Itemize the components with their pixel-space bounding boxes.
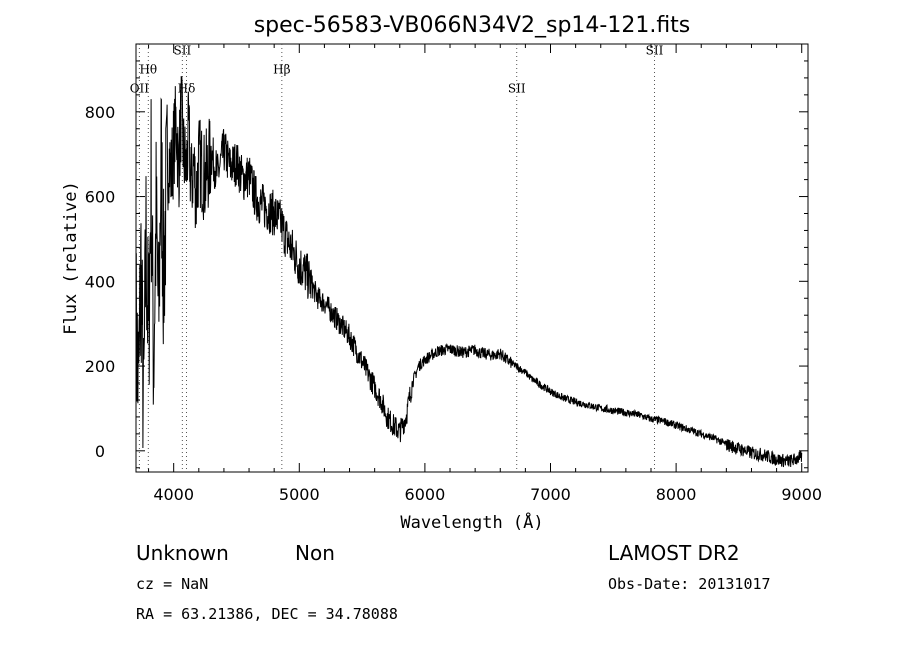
axis-ticks [136,44,808,472]
y-tick-label: 600 [85,188,116,207]
x-tick-label: 4000 [153,485,194,504]
y-tick-labels: 0 200 400 600 800 [85,103,116,461]
spectrum-line [135,76,803,468]
chart-title: spec-56583-VB066N34V2_sp14-121.fits [254,13,691,38]
coordinates: RA = 63.21386, DEC = 34.78088 [136,605,398,623]
object-subclass: Non [295,541,335,565]
redshift-cz: cz = NaN [136,575,208,593]
y-tick-label: 200 [85,357,116,376]
survey-name: LAMOST DR2 [608,541,740,565]
x-tick-label: 7000 [530,485,571,504]
y-tick-label: 800 [85,103,116,122]
x-tick-labels: 4000 5000 6000 7000 8000 9000 [153,485,822,504]
x-tick-label: 8000 [656,485,697,504]
obs-date: Obs-Date: 20131017 [608,575,771,593]
line-marker-label: SII [646,44,664,58]
line-marker-label: OII [130,82,150,96]
x-tick-label: 9000 [781,485,822,504]
line-marker-label: Hβ [273,63,290,77]
line-marker-label: SII [508,82,526,96]
x-tick-label: 6000 [405,485,446,504]
y-tick-label: 400 [85,272,116,291]
y-axis-label: Flux (relative) [61,181,81,335]
object-class: Unknown [136,541,229,565]
plot-frame [135,43,809,473]
x-tick-label: 5000 [279,485,320,504]
x-axis-label: Wavelength (Å) [400,511,543,533]
line-marker-label: Hθ [139,63,157,77]
y-tick-label: 0 [95,442,105,461]
line-marker-label: SII [173,44,191,58]
